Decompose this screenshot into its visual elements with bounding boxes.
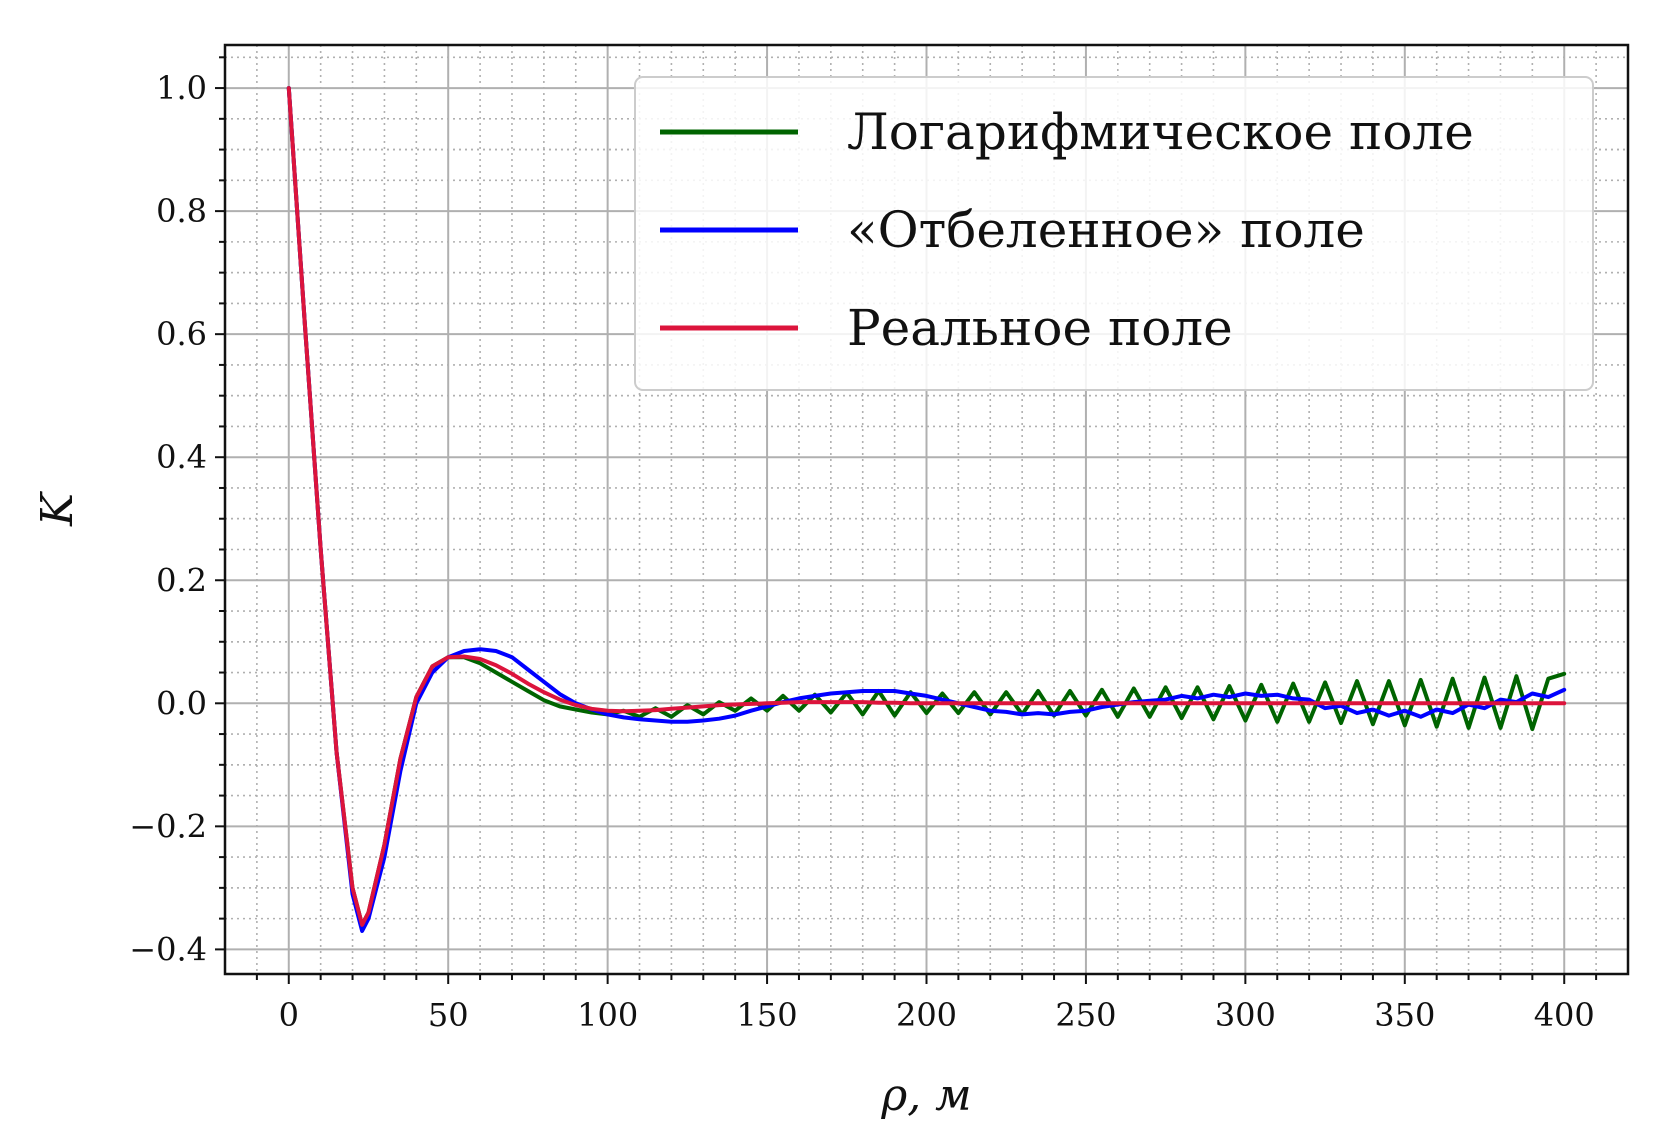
x-tick-label: 350 xyxy=(1374,996,1435,1034)
x-tick-label: 400 xyxy=(1534,996,1595,1034)
x-axis-label: ρ, м xyxy=(880,1070,971,1121)
y-tick-label: 0.8 xyxy=(156,192,207,230)
legend-label: Логарифмическое поле xyxy=(847,103,1474,161)
y-tick-label: −0.4 xyxy=(129,930,207,968)
tick-layer: 0 50 100 150 200 250 300 350 400 −0.4 −0.2 0.0 0.2 0.… xyxy=(129,56,1598,1034)
y-tick-label: 1.0 xyxy=(156,69,207,107)
x-tick-label: 0 xyxy=(279,996,299,1034)
legend: Логарифмическое поле «Отбеленное» поле Реа… xyxy=(634,76,1594,391)
series-layer xyxy=(286,86,1567,933)
legend-label: Реальное поле xyxy=(847,299,1233,357)
legend-box xyxy=(634,76,1594,391)
x-tick-label: 100 xyxy=(577,996,638,1034)
x-tick-label: 200 xyxy=(896,996,957,1034)
x-tick-label: 300 xyxy=(1215,996,1276,1034)
x-tick-label: 150 xyxy=(737,996,798,1034)
y-tick-label: 0.6 xyxy=(156,315,207,353)
y-axis-label: K xyxy=(32,491,83,527)
legend-entries: Логарифмическое поле «Отбеленное» поле Реа… xyxy=(660,103,1474,357)
y-tick-label: 0.2 xyxy=(156,561,207,599)
legend-entry-2: «Отбеленное» поле xyxy=(660,201,1365,259)
legend-entry-1: Логарифмическое поле xyxy=(660,103,1474,161)
x-tick-label: 250 xyxy=(1055,996,1116,1034)
series-line-2 xyxy=(286,86,1567,933)
series-line-3 xyxy=(286,86,1567,927)
y-tick-label: −0.2 xyxy=(129,807,207,845)
legend-label: «Отбеленное» поле xyxy=(847,201,1365,259)
legend-entry-3: Реальное поле xyxy=(660,299,1233,357)
y-tick-label: 0.4 xyxy=(156,438,207,476)
y-tick-label: 0.0 xyxy=(156,684,207,722)
x-tick-label: 50 xyxy=(428,996,469,1034)
